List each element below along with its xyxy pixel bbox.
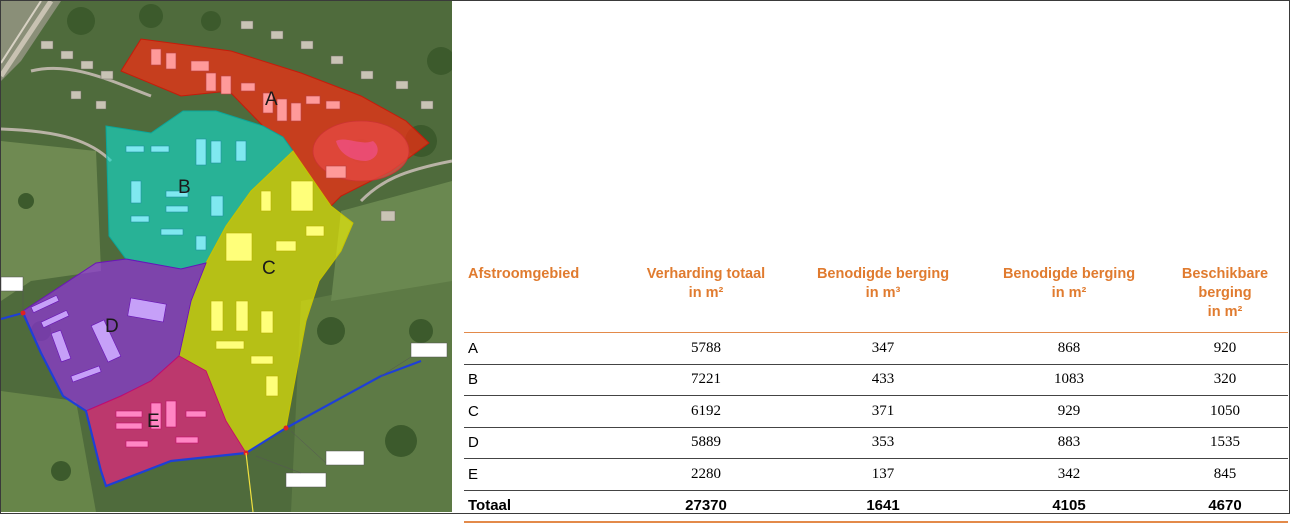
existing-houses xyxy=(40,20,434,222)
header-beschikbare-m2: Beschikbare berging in m² xyxy=(1162,259,1288,333)
zone-a-label: A xyxy=(265,89,278,110)
cell-verharding: 5788 xyxy=(622,332,790,365)
zone-e-label: E xyxy=(147,411,160,432)
road-west xyxy=(1,127,113,163)
map-svg: A B C D E xyxy=(1,1,452,512)
ditch-line xyxy=(245,452,254,512)
zone-a-pond-inner xyxy=(336,139,378,161)
road-north xyxy=(30,66,152,98)
cell-zone: B xyxy=(464,364,622,396)
cell-verharding: 7221 xyxy=(622,364,790,396)
cell-beschikbare-m2: 320 xyxy=(1162,364,1288,396)
cell-benodigde-m2: 342 xyxy=(976,458,1162,491)
cell-verharding: 6192 xyxy=(622,395,790,428)
field-southwest xyxy=(1,391,96,512)
storage-table: Afstroomgebied Verharding totaal in m² Be… xyxy=(464,259,1288,523)
highway-lane xyxy=(1,1,42,64)
total-label: Totaal xyxy=(464,490,622,523)
cell-zone: C xyxy=(464,395,622,428)
field-east xyxy=(331,181,452,301)
cell-benodigde-m3: 353 xyxy=(790,427,976,459)
table-row: D 5889 353 883 1535 xyxy=(464,427,1288,459)
zone-d-label: D xyxy=(105,316,119,337)
cell-benodigde-m2: 883 xyxy=(976,427,1162,459)
total-benodigde-m2: 4105 xyxy=(976,490,1162,523)
table-row: C 6192 371 929 1050 xyxy=(464,395,1288,428)
zone-b-label: B xyxy=(178,177,191,198)
road-east xyxy=(359,159,452,203)
total-beschikbare-m2: 4670 xyxy=(1162,490,1288,523)
highway-area xyxy=(1,1,61,81)
cell-beschikbare-m2: 920 xyxy=(1162,332,1288,365)
cell-benodigde-m2: 1083 xyxy=(976,364,1162,396)
cell-benodigde-m2: 868 xyxy=(976,332,1162,365)
cell-benodigde-m3: 433 xyxy=(790,364,976,396)
buildings-zone-a xyxy=(150,48,347,179)
header-afstroomgebied: Afstroomgebied xyxy=(464,259,622,333)
total-verharding: 27370 xyxy=(622,490,790,523)
cell-beschikbare-m2: 1535 xyxy=(1162,427,1288,459)
cell-zone: A xyxy=(464,332,622,365)
table-header-row: Afstroomgebied Verharding totaal in m² Be… xyxy=(464,259,1288,333)
cell-verharding: 2280 xyxy=(622,458,790,491)
buildings-zone-e xyxy=(115,400,207,448)
table-row: A 5788 347 868 920 xyxy=(464,332,1288,365)
header-benodigde-m2: Benodigde berging in m² xyxy=(976,259,1162,333)
header-benodigde-m3: Benodigde berging in m³ xyxy=(790,259,976,333)
total-benodigde-m3: 1641 xyxy=(790,490,976,523)
cell-verharding: 5889 xyxy=(622,427,790,459)
field-west xyxy=(1,141,101,301)
storage-table-panel: Afstroomgebied Verharding totaal in m² Be… xyxy=(452,1,1288,523)
cell-zone: D xyxy=(464,427,622,459)
cell-benodigde-m3: 137 xyxy=(790,458,976,491)
cell-benodigde-m3: 371 xyxy=(790,395,976,428)
cell-beschikbare-m2: 845 xyxy=(1162,458,1288,491)
table-row: B 7221 433 1083 320 xyxy=(464,364,1288,396)
table-total-row: Totaal 27370 1641 4105 4670 xyxy=(464,490,1288,523)
table-row: E 2280 137 342 845 xyxy=(464,458,1288,491)
highway xyxy=(1,1,54,78)
buildings-zone-d xyxy=(30,294,167,383)
cell-benodigde-m3: 347 xyxy=(790,332,976,365)
cell-benodigde-m2: 929 xyxy=(976,395,1162,428)
zone-c-label: C xyxy=(262,258,276,279)
cell-zone: E xyxy=(464,458,622,491)
cell-beschikbare-m2: 1050 xyxy=(1162,395,1288,428)
buildings-zone-b xyxy=(125,138,247,251)
annotation-boxes xyxy=(1,276,448,488)
drainage-lines xyxy=(1,311,422,488)
catchment-map: A B C D E xyxy=(1,1,452,512)
header-verharding: Verharding totaal in m² xyxy=(622,259,790,333)
buildings-zone-c xyxy=(210,180,325,397)
